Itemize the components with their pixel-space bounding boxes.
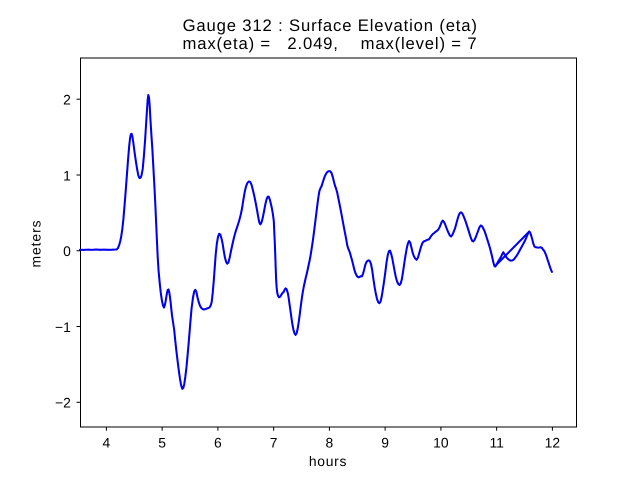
- svg-text:7: 7: [270, 435, 278, 451]
- svg-text:−2: −2: [55, 395, 71, 411]
- svg-text:2: 2: [63, 92, 71, 108]
- svg-text:9: 9: [381, 435, 389, 451]
- svg-text:6: 6: [214, 435, 222, 451]
- svg-text:4: 4: [103, 435, 111, 451]
- svg-text:hours: hours: [309, 453, 347, 469]
- svg-text:1: 1: [63, 167, 71, 183]
- svg-text:10: 10: [433, 435, 449, 451]
- svg-text:5: 5: [158, 435, 166, 451]
- svg-text:max(eta) = 2.049, max(lev: max(eta) = 2.049, max(level) = 7: [183, 34, 478, 53]
- svg-text:0: 0: [63, 243, 71, 259]
- svg-text:11: 11: [489, 435, 504, 451]
- svg-text:12: 12: [545, 435, 561, 451]
- svg-text:Gauge 312 : Surface Elevation: Gauge 312 : Surface Elevation (eta): [183, 16, 478, 35]
- svg-text:−1: −1: [55, 319, 71, 335]
- svg-text:meters: meters: [27, 219, 43, 267]
- svg-text:8: 8: [326, 435, 334, 451]
